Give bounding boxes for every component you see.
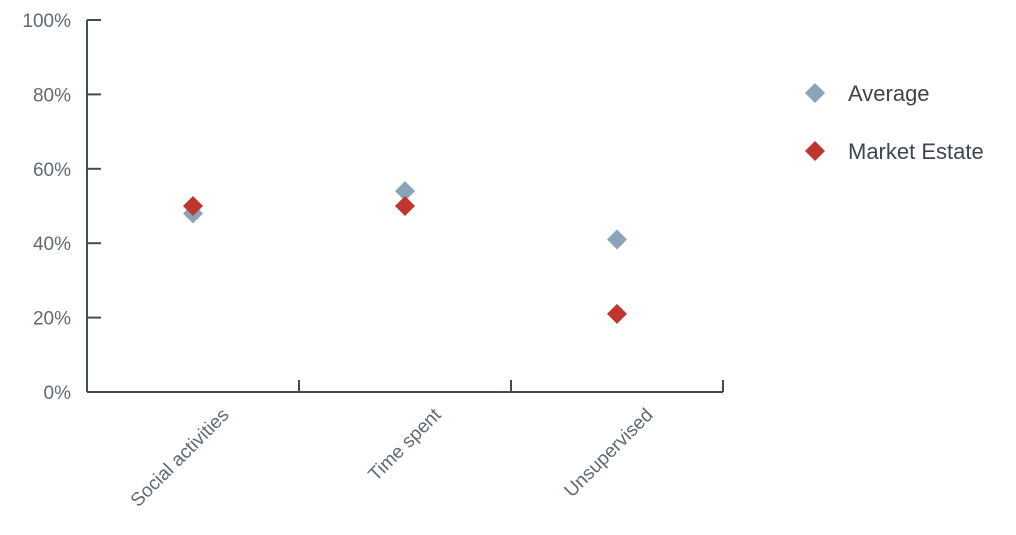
y-tick-label: 100% [22,11,71,32]
x-axis-ticks: Social activities Time spent Unsupervised [127,380,724,512]
data-points [183,181,627,324]
y-tick-label: 60% [33,160,71,181]
legend-label: Average [848,81,930,106]
legend-label: Market Estate [848,139,984,164]
x-category-label: Unsupervised [561,405,658,502]
legend-marker [805,141,825,161]
y-tick-label: 80% [33,85,71,106]
x-category-label: Time spent [365,404,446,485]
y-tick-label: 20% [33,309,71,330]
data-point-average [607,229,627,250]
data-point-average [395,181,415,202]
y-tick-label: 40% [33,234,71,255]
axes [86,20,723,393]
legend-marker [805,83,825,103]
data-point-market-estate [183,196,203,216]
data-point-market-estate [395,196,415,216]
x-category-label: Social activities [127,405,234,512]
y-tick-label: 0% [44,383,72,404]
data-point-market-estate [607,303,627,324]
legend: Average Market Estate [805,81,984,164]
y-axis-ticks: 0% 20% 40% 60% 80% 100% [22,11,101,404]
